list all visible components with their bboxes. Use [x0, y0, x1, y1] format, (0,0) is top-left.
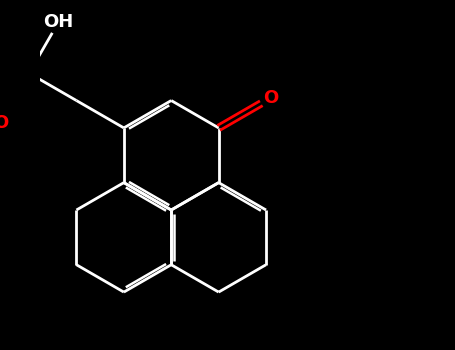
Text: O: O [263, 89, 278, 107]
Text: OH: OH [44, 13, 74, 31]
Text: O: O [0, 114, 8, 132]
